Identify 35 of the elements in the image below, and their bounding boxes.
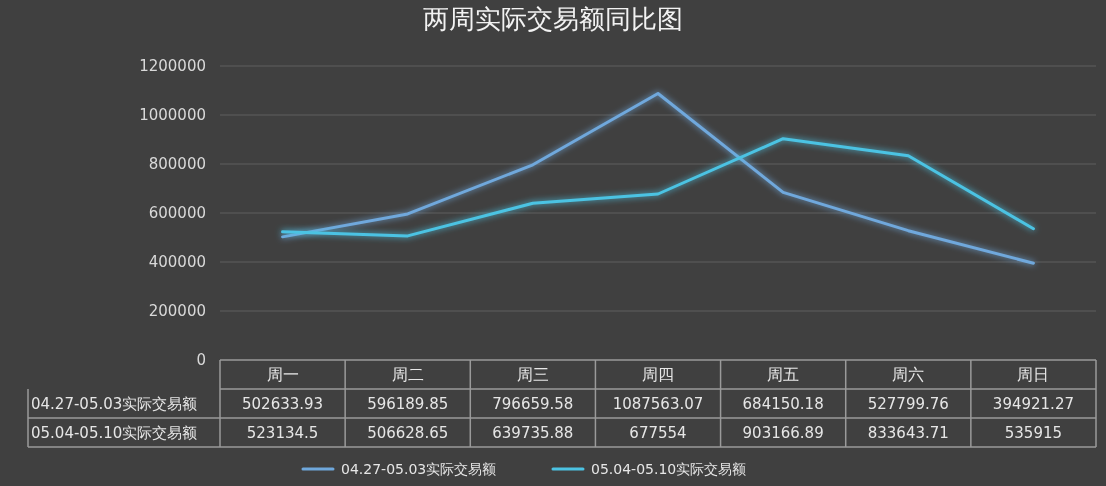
legend-label: 04.27-05.03实际交易额 xyxy=(341,461,497,477)
y-tick-label: 600000 xyxy=(148,204,206,222)
chart-title: 两周实际交易额同比图 xyxy=(423,4,683,34)
line-series xyxy=(281,137,1035,238)
data-label: 1087563.07 xyxy=(612,394,704,413)
data-label: 596189.85 xyxy=(367,394,449,413)
data-label: 506628.65 xyxy=(367,423,449,442)
data-label: 523134.5 xyxy=(246,423,319,442)
line-series xyxy=(281,92,1035,265)
data-label: 639735.88 xyxy=(492,423,574,442)
y-tick-label: 0 xyxy=(196,351,206,369)
data-label: 394921.27 xyxy=(992,394,1074,413)
legend-label: 05.04-05.10实际交易额 xyxy=(591,461,747,477)
y-tick-label: 1000000 xyxy=(139,106,206,124)
x-tick-label: 周三 xyxy=(516,365,549,384)
text: 05.04-05.10实际交易额 xyxy=(31,423,198,442)
data-label: 833643.71 xyxy=(867,423,949,442)
y-tick-label: 400000 xyxy=(148,253,206,271)
data-label: 677554 xyxy=(629,423,687,442)
x-tick-label: 周二 xyxy=(391,365,424,384)
data-label: 903166.89 xyxy=(742,423,824,442)
y-tick-label: 800000 xyxy=(148,155,206,173)
data-label: 502633.93 xyxy=(242,394,324,413)
x-tick-label: 周五 xyxy=(767,365,800,384)
text: 04.27-05.03实际交易额 xyxy=(31,394,198,413)
x-tick-label: 周六 xyxy=(892,365,925,384)
y-tick-label: 200000 xyxy=(148,302,206,320)
data-label: 527799.76 xyxy=(867,394,949,413)
data-label: 535915 xyxy=(1004,423,1063,442)
data-label: 796659.58 xyxy=(492,394,574,413)
x-tick-label: 周四 xyxy=(642,365,674,384)
data-label: 684150.18 xyxy=(742,394,824,413)
x-tick-label: 周一 xyxy=(266,365,299,384)
y-tick-label: 1200000 xyxy=(139,57,206,75)
x-tick-label: 周日 xyxy=(1017,365,1050,384)
